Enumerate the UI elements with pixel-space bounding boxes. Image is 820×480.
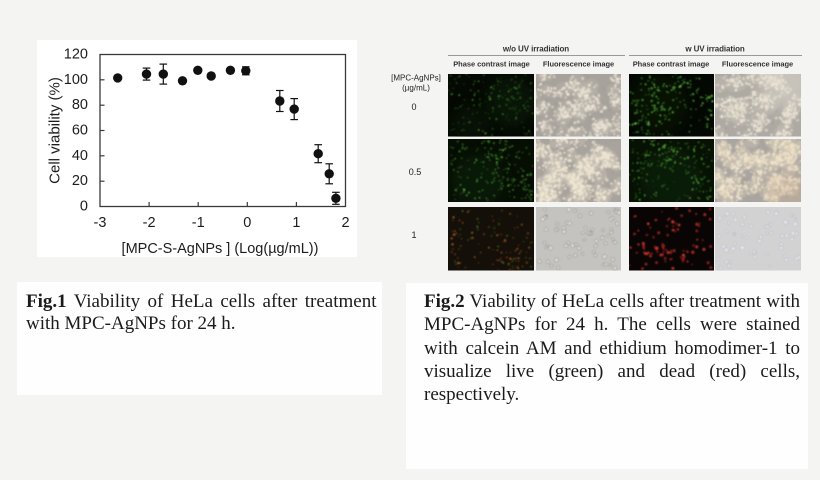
- svg-text:2: 2: [341, 215, 349, 231]
- svg-text:0: 0: [243, 215, 251, 231]
- svg-text:-2: -2: [143, 215, 156, 231]
- svg-text:80: 80: [72, 97, 88, 113]
- svg-text:1: 1: [292, 215, 300, 231]
- svg-text:100: 100: [64, 72, 88, 88]
- svg-text:0: 0: [80, 199, 88, 215]
- svg-text:-1: -1: [192, 215, 205, 231]
- svg-text:20: 20: [72, 173, 88, 189]
- svg-text:-3: -3: [94, 215, 107, 231]
- svg-text:120: 120: [64, 47, 88, 63]
- svg-text:Cell viability (%): Cell viability (%): [47, 77, 64, 184]
- svg-text:[MPC-S-AgNPs ] (Log(µg/mL)): [MPC-S-AgNPs ] (Log(µg/mL)): [122, 241, 319, 257]
- svg-text:60: 60: [72, 123, 88, 139]
- svg-text:40: 40: [72, 148, 88, 164]
